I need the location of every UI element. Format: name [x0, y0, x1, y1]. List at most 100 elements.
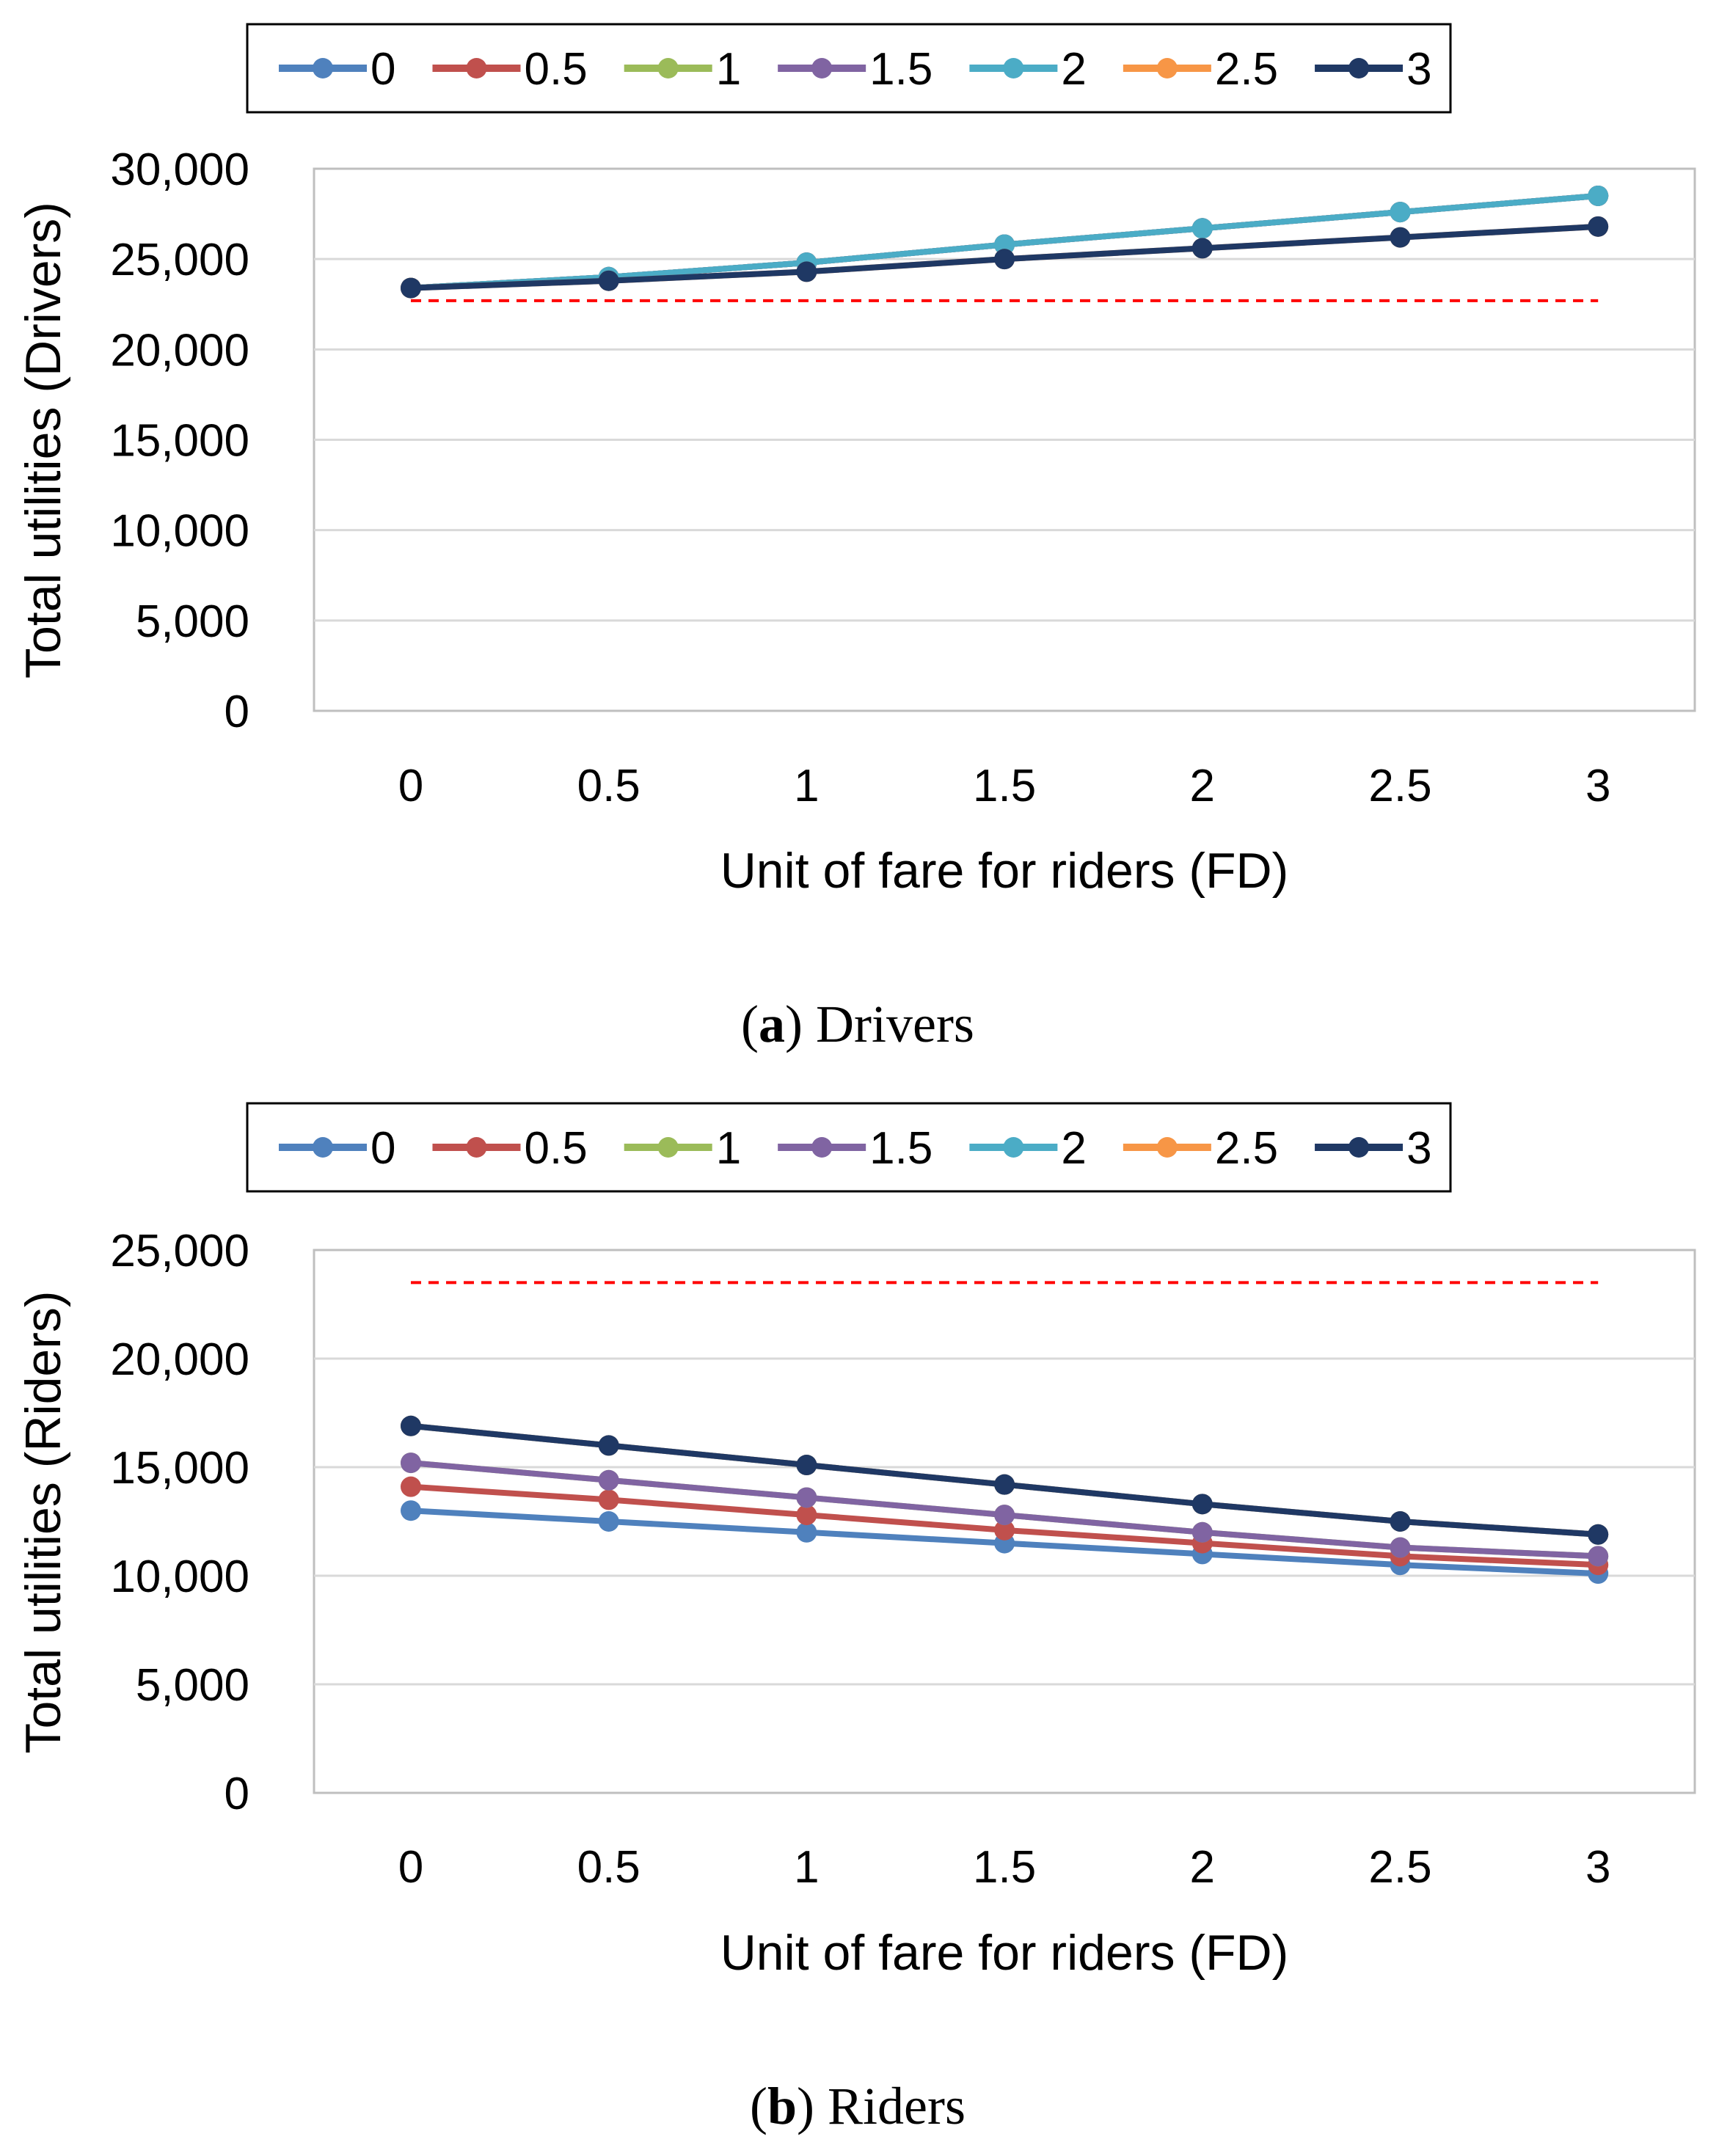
data-point-2 — [994, 234, 1015, 255]
legend: 0 0.5 1 1.5 2 2.5 3 — [279, 44, 1432, 95]
caption-text: Riders — [828, 2077, 966, 2135]
data-point-3 — [796, 261, 817, 282]
data-point-1.5 — [401, 1452, 421, 1474]
data-point-2 — [1390, 202, 1411, 223]
data-point-0.5 — [994, 1519, 1015, 1541]
data-point-0 — [598, 1511, 619, 1532]
y-tick-label: 15,000 — [110, 1443, 249, 1494]
data-point-3 — [401, 277, 421, 299]
y-tick-label: 20,000 — [110, 325, 249, 376]
series-group — [401, 185, 1609, 299]
y-tick-label: 30,000 — [110, 145, 249, 195]
legend-label-0.5: 0.5 — [524, 1123, 587, 1174]
legend-marker-2 — [1003, 1137, 1024, 1158]
caption: (a) Drivers — [741, 995, 974, 1053]
legend-marker-2.5 — [1156, 1137, 1178, 1158]
gridlines — [314, 1357, 1695, 1686]
legend-marker-0.5 — [466, 58, 487, 78]
data-point-0.5 — [598, 1489, 619, 1510]
data-point-3 — [598, 1435, 619, 1456]
legend-marker-3 — [1348, 1137, 1370, 1158]
legend-label-3: 3 — [1406, 1123, 1431, 1174]
y-axis-title: Total utilities (Riders) — [15, 1290, 71, 1753]
data-point-1.5 — [1390, 1537, 1411, 1558]
x-tick-label: 1.5 — [973, 1842, 1036, 1893]
y-axis-title: Total utilities (Drivers) — [15, 202, 71, 679]
y-tick-label: 20,000 — [110, 1334, 249, 1385]
data-point-0 — [796, 1521, 817, 1543]
data-point-3 — [1588, 216, 1609, 237]
x-tick-label: 2.5 — [1368, 1842, 1431, 1893]
legend-marker-1 — [657, 58, 679, 78]
data-point-3 — [1191, 238, 1213, 259]
x-axis-ticks: 0 0.5 1 1.5 2 2.5 3 — [398, 761, 1611, 811]
data-point-3 — [598, 270, 619, 291]
y-tick-label: 5,000 — [136, 596, 249, 647]
x-tick-label: 3 — [1585, 761, 1610, 811]
x-axis-ticks: 0 0.5 1 1.5 2 2.5 3 — [398, 1842, 1611, 1893]
data-point-3 — [994, 1474, 1015, 1495]
x-tick-label: 0 — [398, 761, 423, 811]
legend-marker-2.5 — [1156, 58, 1178, 78]
legend-marker-0 — [313, 58, 333, 78]
legend-marker-3 — [1348, 58, 1370, 78]
panel-a-drivers: 0 0.5 1 1.5 2 2.5 3 0 5,000 10,000 15,000 20,000 25… — [15, 23, 1696, 1053]
caption-letter: a — [759, 995, 785, 1053]
series-group — [401, 1415, 1609, 1585]
x-tick-label: 1 — [794, 761, 819, 811]
legend-label-1: 1 — [716, 44, 741, 95]
x-tick-label: 0.5 — [577, 1842, 640, 1893]
y-axis-ticks: 0 5,000 10,000 15,000 20,000 25,000 30,000 — [110, 145, 249, 737]
data-point-1.5 — [994, 1505, 1015, 1526]
y-tick-label: 5,000 — [136, 1660, 249, 1711]
caption: (b) Riders — [750, 2077, 966, 2135]
legend-marker-1 — [657, 1137, 679, 1158]
x-tick-label: 2 — [1190, 761, 1215, 811]
data-point-1.5 — [796, 1487, 817, 1508]
data-point-0.5 — [401, 1476, 421, 1497]
legend-label-2.5: 2.5 — [1215, 44, 1278, 95]
data-point-3 — [1588, 1524, 1609, 1545]
caption-letter: b — [767, 2077, 797, 2135]
data-point-2 — [1191, 218, 1213, 239]
legend-label-0: 0 — [371, 44, 395, 95]
legend-label-0: 0 — [371, 1123, 395, 1174]
legend-marker-1.5 — [811, 1137, 833, 1158]
y-tick-label: 15,000 — [110, 416, 249, 467]
data-point-3 — [401, 1415, 421, 1436]
legend-label-2: 2 — [1061, 44, 1086, 95]
y-tick-label: 10,000 — [110, 506, 249, 557]
y-tick-label: 0 — [225, 1769, 249, 1819]
data-point-1.5 — [1588, 1546, 1609, 1567]
legend-label-1.5: 1.5 — [869, 44, 933, 95]
x-tick-label: 0.5 — [577, 761, 640, 811]
x-tick-label: 3 — [1585, 1842, 1610, 1893]
x-tick-label: 1 — [794, 1842, 819, 1893]
y-tick-label: 10,000 — [110, 1552, 249, 1602]
x-axis-title: Unit of fare for riders (FD) — [720, 843, 1289, 899]
y-tick-label: 0 — [225, 687, 249, 737]
data-point-2 — [1588, 185, 1609, 206]
legend-marker-0.5 — [466, 1137, 487, 1158]
panel-b-riders: 0 0.5 1 1.5 2 2.5 3 0 5,000 10,000 15,000 20,000 25… — [15, 1102, 1696, 2135]
x-tick-label: 2.5 — [1368, 761, 1431, 811]
data-point-3 — [1390, 1511, 1411, 1532]
x-tick-label: 0 — [398, 1842, 423, 1893]
legend: 0 0.5 1 1.5 2 2.5 3 — [279, 1123, 1432, 1174]
y-tick-label: 25,000 — [110, 235, 249, 285]
x-axis-title: Unit of fare for riders (FD) — [720, 1925, 1289, 1981]
data-point-1.5 — [1191, 1521, 1213, 1543]
data-point-3 — [1191, 1494, 1213, 1515]
legend-marker-0 — [313, 1137, 333, 1158]
y-tick-label: 25,000 — [110, 1226, 249, 1276]
legend-label-2: 2 — [1061, 1123, 1086, 1174]
legend-label-0.5: 0.5 — [524, 44, 587, 95]
legend-marker-1.5 — [811, 58, 833, 78]
y-axis-ticks: 0 5,000 10,000 15,000 20,000 25,000 — [110, 1226, 249, 1819]
legend-label-3: 3 — [1406, 44, 1431, 95]
data-point-3 — [994, 249, 1015, 270]
legend-marker-2 — [1003, 58, 1024, 78]
legend-label-1.5: 1.5 — [869, 1123, 933, 1174]
x-tick-label: 2 — [1190, 1842, 1215, 1893]
